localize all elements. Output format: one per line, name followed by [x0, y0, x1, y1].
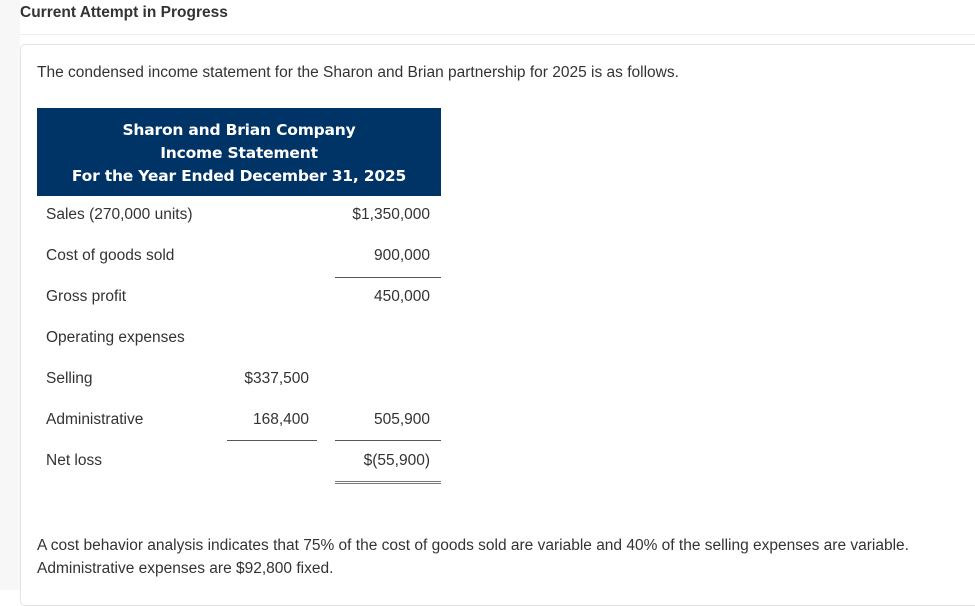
- row-amount: 168,400: [252, 411, 309, 428]
- subtotal-underline: [335, 440, 441, 441]
- question-intro: The condensed income statement for the S…: [37, 64, 679, 81]
- income-statement-header: Sharon and Brian Company Income Statemen…: [37, 108, 441, 196]
- statement-row-net-loss: Net loss $(55,900): [37, 452, 441, 493]
- row-total: 900,000: [373, 247, 430, 264]
- row-label: Sales (270,000 units): [46, 206, 193, 223]
- row-total: $(55,900): [363, 452, 430, 469]
- row-total: 505,900: [373, 411, 430, 428]
- total-double-underline: [335, 481, 441, 484]
- row-label: Selling: [46, 370, 93, 387]
- statement-row-sales: Sales (270,000 units) $1,350,000: [37, 206, 441, 247]
- subtotal-underline: [335, 277, 441, 278]
- left-margin-strip: [0, 0, 20, 590]
- row-total: $1,350,000: [352, 206, 430, 223]
- statement-row-cogs: Cost of goods sold 900,000: [37, 247, 441, 288]
- statement-row-administrative: Administrative 168,400 505,900: [37, 411, 441, 452]
- attempt-status-title: Current Attempt in Progress: [20, 4, 228, 21]
- statement-company-name: Sharon and Brian Company: [122, 121, 356, 139]
- row-label: Operating expenses: [46, 329, 185, 346]
- statement-row-operating-expenses: Operating expenses: [37, 329, 441, 370]
- statement-row-selling: Selling $337,500: [37, 370, 441, 411]
- subtotal-underline: [227, 440, 317, 441]
- row-total: 450,000: [373, 288, 430, 305]
- statement-title: Income Statement: [160, 144, 318, 162]
- statement-row-gross-profit: Gross profit 450,000: [37, 288, 441, 329]
- row-label: Administrative: [46, 411, 144, 428]
- row-label: Cost of goods sold: [46, 247, 175, 264]
- statement-period: For the Year Ended December 31, 2025: [71, 167, 407, 185]
- header-divider: [20, 34, 975, 35]
- row-label: Gross profit: [46, 288, 127, 305]
- cost-behavior-analysis-text: A cost behavior analysis indicates that …: [37, 537, 909, 577]
- row-label: Net loss: [46, 452, 102, 469]
- row-amount: $337,500: [244, 370, 309, 387]
